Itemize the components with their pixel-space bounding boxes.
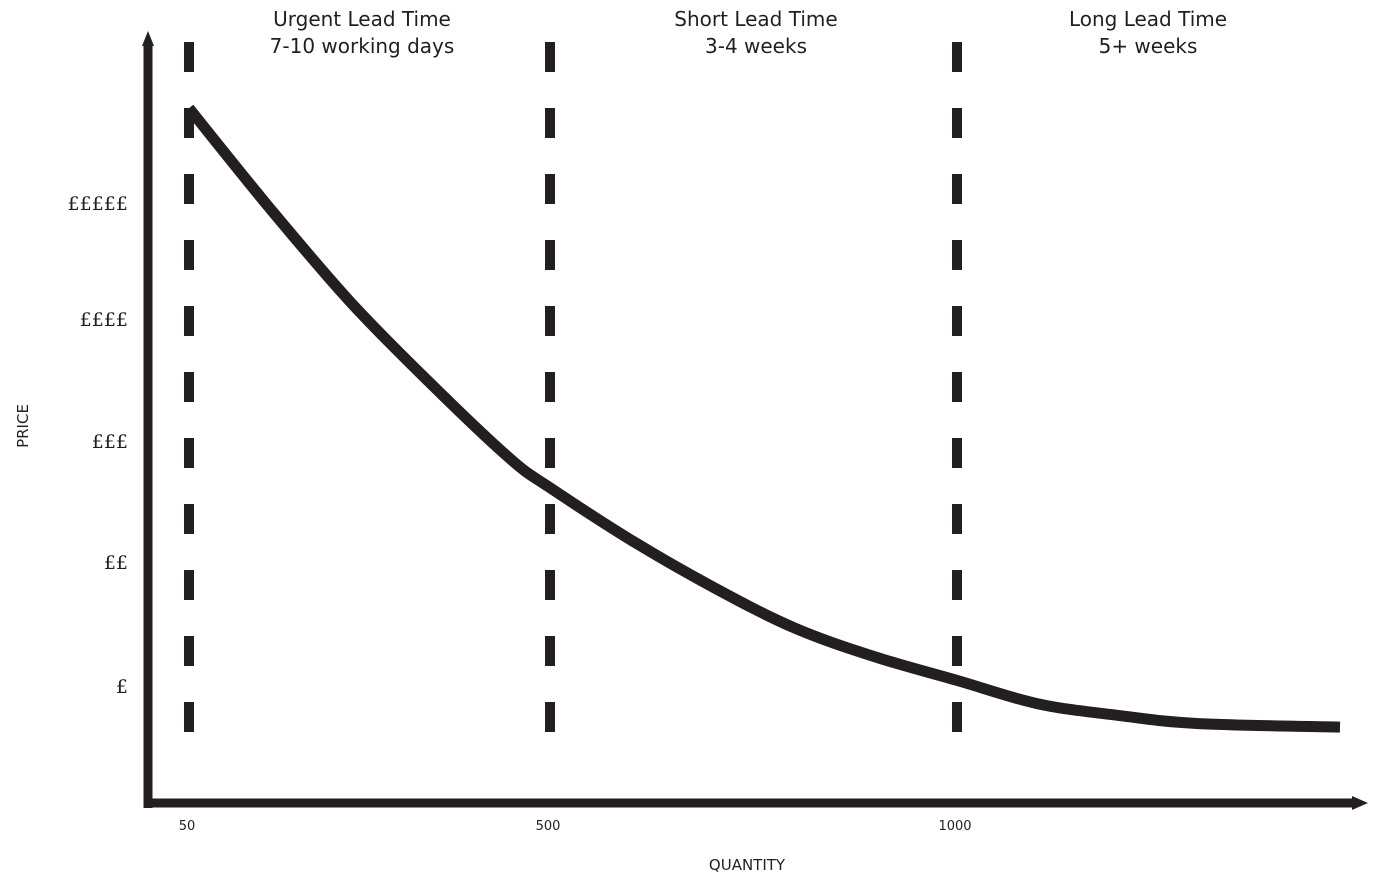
x-axis-arrow — [1352, 796, 1368, 810]
x-tick-labels: 50 500 1000 — [179, 819, 972, 834]
y-tick-label: ££££ — [80, 309, 128, 331]
x-tick-label: 500 — [536, 819, 561, 834]
zone-label-title: Short Lead Time — [674, 7, 837, 31]
y-axis-arrow — [142, 31, 154, 46]
zone-label-subtitle: 3-4 weeks — [705, 34, 807, 58]
y-axis-title: PRICE — [14, 404, 32, 448]
x-tick-label: 50 — [179, 819, 196, 834]
y-tick-label: £££££ — [68, 193, 128, 215]
zone-boundary-lines — [184, 42, 962, 750]
x-tick-label: 1000 — [938, 819, 971, 834]
y-tick-label: ££ — [104, 552, 128, 574]
axes — [142, 31, 1368, 810]
zone-label-subtitle: 7-10 working days — [270, 34, 455, 58]
y-tick-label: £ — [116, 676, 128, 698]
price-curve-layer — [184, 104, 1341, 733]
zone-labels: Urgent Lead Time 7-10 working days Short L… — [270, 7, 1227, 58]
y-tick-labels: £££££££££££££££ — [68, 193, 128, 698]
zone-label-subtitle: 5+ weeks — [1099, 34, 1198, 58]
price-curve — [184, 104, 1341, 733]
zone-label-title: Long Lead Time — [1069, 7, 1227, 31]
zone-label-title: Urgent Lead Time — [273, 7, 451, 31]
x-axis-title: QUANTITY — [709, 856, 786, 873]
y-tick-label: £££ — [92, 431, 128, 453]
